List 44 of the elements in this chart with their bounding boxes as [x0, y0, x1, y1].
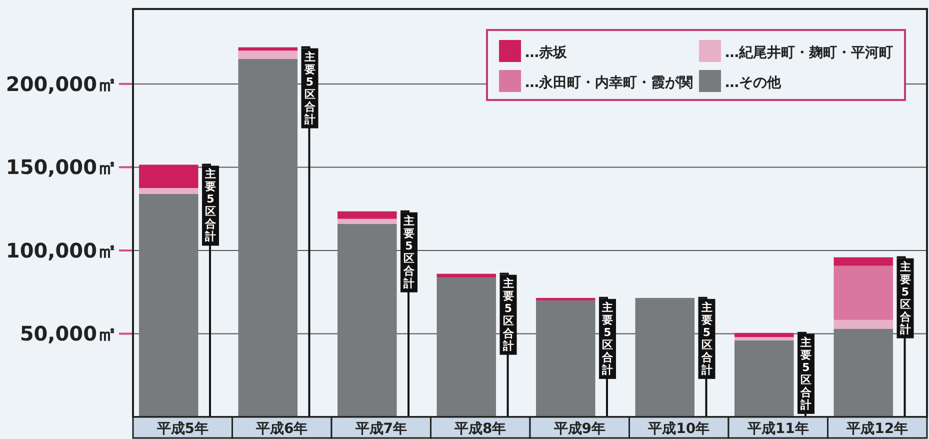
annotation: 主要5区合計	[502, 276, 515, 352]
x-tick-label: 平成5年	[156, 421, 208, 437]
annotation: 主要5区合計	[698, 296, 716, 417]
x-tick-label: 平成8年	[454, 421, 506, 437]
x-tick-label: 平成7年	[354, 421, 407, 437]
annotation: 主要5区合計	[400, 210, 418, 417]
bar	[734, 332, 794, 338]
annotation: 主要5区合計	[599, 296, 616, 417]
y-tick-label: 150,000㎡	[6, 155, 117, 180]
x-tick-label: 平成6年	[255, 421, 308, 437]
legend-label: …紀尾井町・麹町・平河町	[725, 45, 893, 61]
annotation: 主要5区合計	[898, 260, 912, 336]
annotation: 主要5区合計	[500, 272, 517, 417]
bar	[436, 274, 496, 278]
bar	[734, 337, 794, 340]
legend-label: …永田町・内幸町・霞が関	[525, 74, 693, 91]
annotation: 主要5区合計	[800, 336, 812, 412]
x-tick-label: 平成11年	[746, 421, 809, 437]
bar	[536, 298, 596, 300]
annotation: 主要5区合計	[402, 214, 416, 290]
annotation: 主要5区合計	[700, 300, 714, 376]
y-tick-label: 100,000㎡	[6, 238, 117, 262]
bar	[338, 211, 397, 219]
annotation: 主要5区合計	[202, 164, 219, 417]
annotation: 主要5区合計	[601, 300, 614, 376]
annotation: 主要5区合計	[303, 50, 316, 126]
annotation: 主要5区合計	[204, 168, 217, 244]
bar	[338, 218, 397, 224]
bar	[834, 320, 893, 329]
x-tick-label: 平成10年	[647, 421, 710, 437]
x-tick-label: 平成12年	[846, 421, 908, 437]
x-tick-label: 平成9年	[552, 421, 606, 437]
y-tick-label: 50,000㎡	[20, 322, 117, 346]
bar	[238, 47, 298, 51]
bar	[139, 164, 198, 188]
bar	[139, 188, 198, 194]
legend-label: …赤坂	[525, 44, 568, 61]
bar	[238, 50, 298, 59]
y-tick-label: 200,000㎡	[6, 72, 117, 96]
annotation: 主要5区合計	[301, 46, 318, 417]
annotation: 主要5区合計	[896, 256, 914, 417]
bar	[834, 257, 893, 266]
annotation: 主要5区合計	[798, 332, 814, 417]
legend-label: …その他	[725, 75, 782, 91]
